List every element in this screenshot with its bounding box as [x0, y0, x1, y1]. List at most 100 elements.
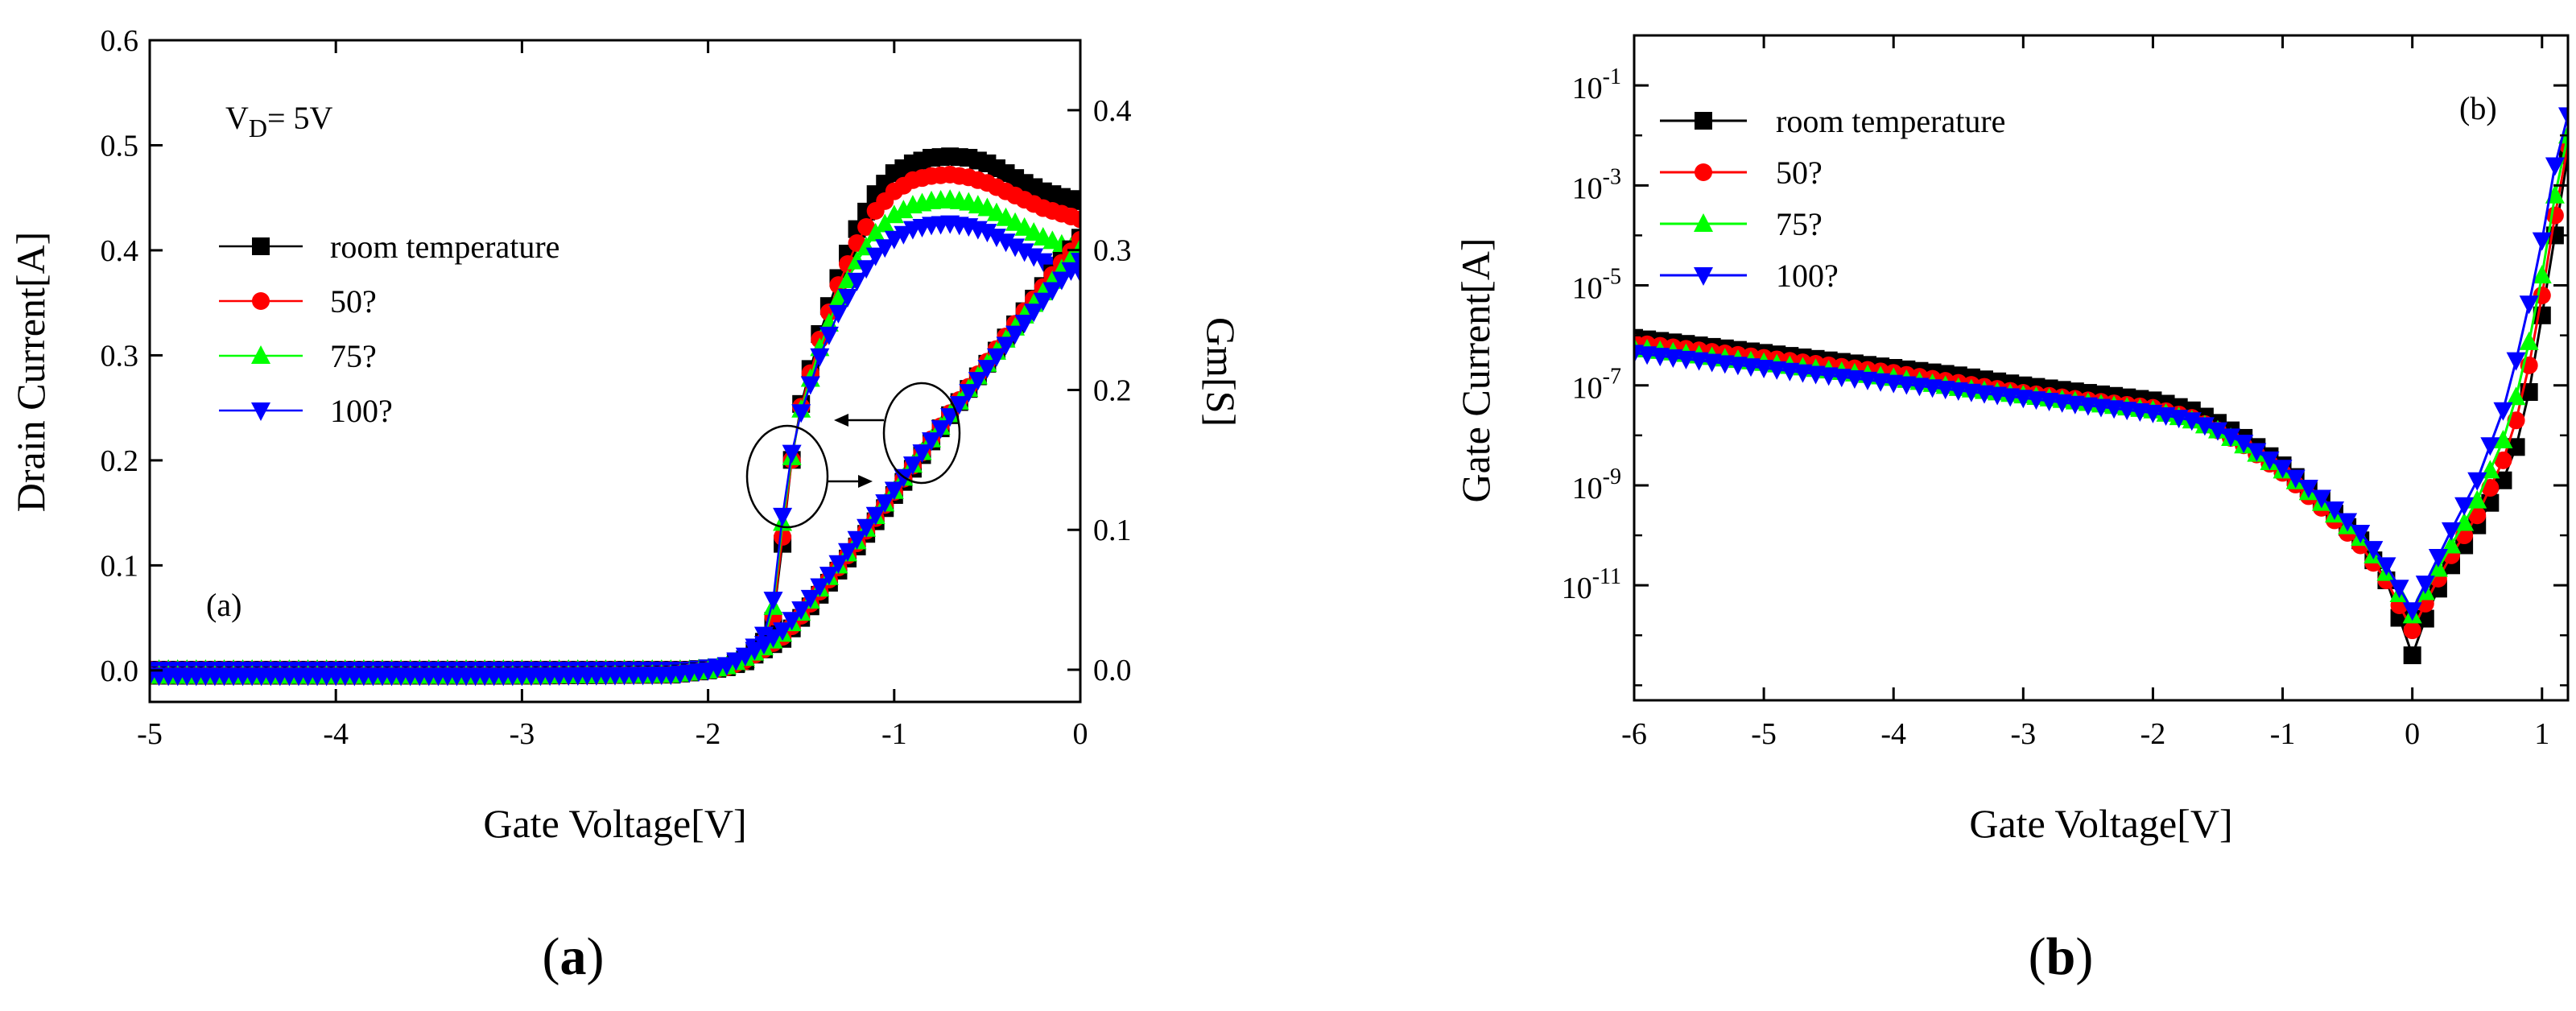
gate-point-50 [2468, 506, 2487, 525]
gate-point-50 [2403, 621, 2421, 640]
legend-b-marker-room-temperature [1695, 112, 1712, 130]
gm-point-75 [894, 200, 914, 219]
drain-point-100 [1014, 314, 1034, 333]
gate-point-100 [2208, 422, 2227, 441]
chart-b: -6 -5 -4 -3 -2 -1 0 110-1110-910-710-510-310-1 … [1453, 34, 2570, 846]
drain-point-100 [847, 530, 867, 550]
legend-a-marker-75 [251, 345, 270, 364]
drain-point-100 [773, 622, 793, 642]
gm-point-100 [763, 592, 783, 611]
gate-point-100 [2039, 392, 2059, 411]
gate-point-100 [2182, 412, 2202, 431]
left-arrowhead [834, 414, 848, 427]
drain-point-100 [865, 506, 886, 526]
gm-point-100 [1005, 238, 1026, 258]
gm-point-100 [828, 304, 848, 324]
legend-a-label: 100? [330, 393, 393, 429]
legend-b-marker-75 [1694, 213, 1713, 232]
caption-b: (b) [2029, 927, 2094, 986]
gate-point-100 [1844, 370, 1864, 390]
chart-b-legend: room temperature 50? 75? 100? [1660, 103, 2005, 294]
gate-point-100 [2104, 400, 2124, 419]
gate-point-100 [1715, 355, 1735, 374]
legend-a-label: room temperature [330, 229, 559, 265]
drain-point-100 [1061, 262, 1080, 281]
gate-point-100 [2311, 489, 2331, 509]
legend-a-label: 50? [330, 283, 377, 320]
gate-point-100 [1676, 350, 1696, 369]
drain-line-100 [150, 260, 1080, 677]
drain-point-100 [986, 348, 1006, 367]
gate-point-100 [1650, 348, 1670, 367]
gate-point-75 [2519, 331, 2539, 350]
gate-point-50 [2494, 451, 2512, 469]
chart-b-ytick-label: 10-11 [1562, 564, 1621, 605]
gate-point-100 [2130, 403, 2150, 423]
gate-point-100 [1793, 364, 1813, 383]
chart-b-xtick-label: -1 [2270, 717, 2296, 751]
chart-a-y2tick-label: 0.1 [1093, 514, 1132, 547]
gate-point-100 [2480, 437, 2500, 456]
chart-a-y2label: Gm[S] [1199, 317, 1244, 427]
gate-point-100 [2545, 157, 2565, 176]
drain-point-100 [1024, 303, 1044, 323]
chart-a-ticks: -5 -4 -3 -2 -1 00.00.10.20.30.40.50.60.00.10.… [101, 24, 1132, 751]
gate-point-100 [2493, 402, 2513, 421]
chart-a-ytick-label: 0.0 [101, 654, 139, 688]
chart-a-series-layer [150, 147, 1080, 687]
gate-point-100 [2428, 548, 2448, 567]
gm-point-50 [1071, 210, 1080, 229]
gate-point-100 [1871, 373, 1891, 392]
chart-a-ytick-label: 0.1 [101, 549, 139, 583]
drain-point-100 [940, 408, 960, 427]
drain-point-100 [922, 432, 942, 452]
drain-point-100 [977, 360, 997, 379]
chart-a-xtick-label: -1 [881, 717, 907, 751]
chart-b-series-layer [1634, 107, 2568, 665]
chart-a-ytick-label: 0.5 [101, 129, 139, 163]
drain-point-100 [959, 384, 979, 403]
gm-point-75 [838, 270, 857, 289]
gm-point-100 [800, 376, 820, 395]
caption-a: (a) [543, 927, 605, 986]
gate-point-100 [2389, 580, 2409, 599]
drain-point-100 [912, 444, 932, 464]
chart-b-ytick-label: 10-7 [1572, 365, 1621, 406]
chart-b-ylabel: Gate Current[A] [1453, 237, 1498, 502]
legend-a-marker-room-temperature [252, 237, 270, 255]
gate-point-75 [2493, 430, 2513, 449]
drain-point-100 [753, 636, 774, 655]
drain-point-100 [800, 589, 820, 609]
drain-point-100 [735, 647, 755, 666]
chart-a-xtick-label: -3 [510, 717, 535, 751]
gate-point-100 [1637, 346, 1657, 365]
drain-point-100 [782, 612, 802, 631]
vd-subscript: D [249, 113, 267, 142]
chart-a-ytick-label: 0.4 [101, 234, 139, 268]
gm-point-100 [819, 326, 839, 345]
drain-line-room-temperature [150, 237, 1080, 677]
gate-point-100 [2234, 435, 2254, 454]
gate-point-100 [2273, 460, 2293, 479]
chart-b-xtick-label: -6 [1621, 717, 1647, 751]
legend-b-label: 50? [1776, 155, 1823, 191]
chart-a-ytick-label: 0.3 [101, 339, 139, 373]
gate-point-100 [2467, 472, 2487, 491]
gate-point-75 [2442, 534, 2461, 554]
gate-point-100 [2363, 541, 2384, 560]
legend-b-label: 100? [1776, 258, 1839, 294]
legend-a-marker-100 [251, 402, 270, 421]
gate-point-100 [1780, 362, 1800, 382]
chart-b-xtick-label: -3 [2011, 717, 2037, 751]
gate-point-75 [2532, 265, 2552, 284]
gate-point-100 [1909, 378, 1930, 397]
gate-point-100 [2506, 352, 2526, 371]
vd-suffix: = 5V [267, 100, 333, 136]
gm-point-100 [791, 404, 811, 423]
gate-point-100 [2260, 451, 2280, 470]
chart-a-ytick-label: 0.2 [101, 444, 139, 478]
gate-point-50 [2545, 206, 2564, 225]
gate-point-75 [2506, 386, 2526, 406]
legend-a-label: 75? [330, 338, 377, 374]
